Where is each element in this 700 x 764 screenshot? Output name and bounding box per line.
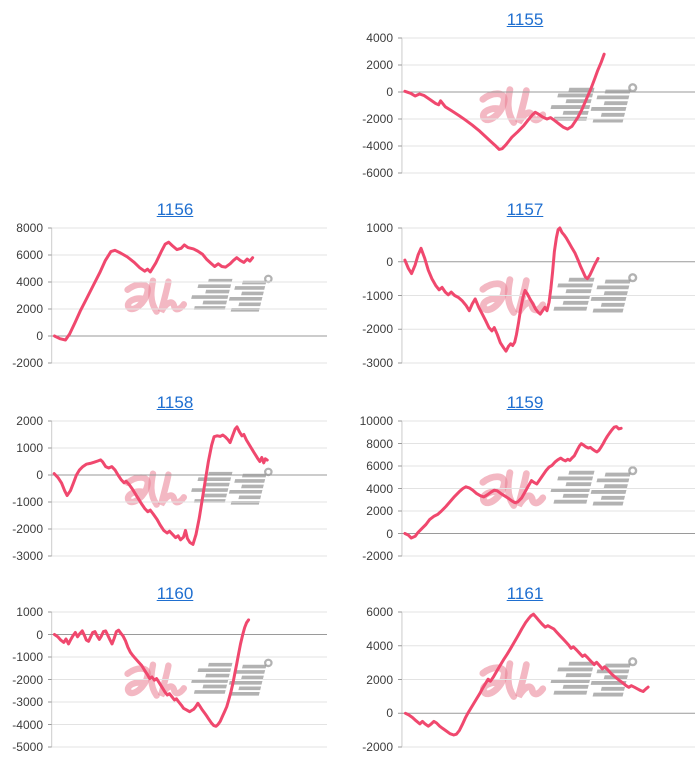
y-axis-labels: 2000 1000 0 -1000 -2000 -3000 — [0, 414, 48, 563]
plot-area — [398, 38, 695, 173]
y-tick-label: -2000 — [362, 740, 393, 754]
y-tick-label: -2000 — [12, 522, 43, 536]
y-tick-label: -3000 — [12, 695, 43, 709]
y-tick-label: -2000 — [362, 322, 393, 337]
y-tick-label: 8000 — [366, 436, 393, 451]
y-axis-labels: 10000 8000 6000 4000 2000 0 -2000 — [350, 414, 398, 563]
plot-area — [398, 612, 695, 747]
y-tick-label: -4000 — [362, 139, 393, 153]
y-tick-label: 0 — [36, 468, 43, 482]
y-tick-label: 1000 — [16, 605, 43, 619]
chart-cell-1155: 1155 4000 2000 0 -2000 -4000 -6000 — [350, 0, 700, 190]
line-chart — [398, 421, 695, 556]
y-tick-label: 0 — [386, 254, 393, 269]
y-tick-label: -2000 — [12, 356, 43, 370]
plot-row: 10000 8000 6000 4000 2000 0 -2000 — [350, 414, 700, 563]
chart-cell-1160: 1160 1000 0 -1000 -2000 -3000 -4000 -5000 — [0, 574, 350, 764]
y-tick-label: -1000 — [362, 288, 393, 303]
y-tick-label: -2000 — [12, 672, 43, 687]
plot-row: 4000 2000 0 -2000 -4000 -6000 — [350, 31, 700, 180]
y-tick-label: 1000 — [366, 221, 393, 235]
chart-title: 1157 — [350, 200, 700, 220]
line-chart — [48, 228, 327, 363]
y-axis-labels: 1000 0 -1000 -2000 -3000 — [350, 221, 398, 370]
chart-link-1156[interactable]: 1156 — [156, 200, 194, 219]
y-tick-label: -1000 — [12, 495, 43, 509]
y-tick-label: 0 — [386, 85, 393, 99]
y-tick-label: -4000 — [12, 717, 43, 732]
y-tick-label: 6000 — [366, 459, 393, 473]
y-tick-label: 0 — [386, 706, 393, 721]
chart-cell-1156: 1156 8000 6000 4000 2000 0 -2000 — [0, 190, 350, 383]
chart-link-1157[interactable]: 1157 — [506, 200, 544, 219]
chart-cell-1161: 1161 6000 4000 2000 0 -2000 — [350, 574, 700, 764]
chart-link-1158[interactable]: 1158 — [156, 393, 194, 412]
y-tick-label: 0 — [36, 627, 43, 642]
y-tick-label: 4000 — [366, 31, 393, 45]
chart-title: 1159 — [350, 393, 700, 413]
y-axis-labels: 8000 6000 4000 2000 0 -2000 — [0, 221, 48, 370]
y-tick-label: 2000 — [16, 414, 43, 428]
y-tick-label: 0 — [386, 526, 393, 541]
y-tick-label: 4000 — [16, 275, 43, 289]
y-tick-label: -2000 — [362, 112, 393, 126]
y-axis-labels: 6000 4000 2000 0 -2000 — [350, 605, 398, 754]
y-tick-label: -1000 — [12, 650, 43, 664]
chart-link-1161[interactable]: 1161 — [506, 584, 544, 603]
plot-row: 1000 0 -1000 -2000 -3000 -4000 -5000 — [0, 605, 350, 754]
y-tick-label: 2000 — [366, 504, 393, 518]
plot-area — [398, 228, 695, 363]
y-tick-label: 2000 — [16, 302, 43, 316]
y-axis-labels: 1000 0 -1000 -2000 -3000 -4000 -5000 — [0, 605, 48, 754]
plot-row: 1000 0 -1000 -2000 -3000 — [350, 221, 700, 370]
y-tick-label: 1000 — [16, 441, 43, 455]
line-chart — [48, 612, 327, 747]
y-tick-label: 2000 — [366, 672, 393, 687]
chart-link-1159[interactable]: 1159 — [506, 393, 544, 412]
y-tick-label: 2000 — [366, 58, 393, 72]
y-axis-labels: 4000 2000 0 -2000 -4000 -6000 — [350, 31, 398, 180]
chart-title: 1155 — [350, 10, 700, 30]
y-tick-label: 6000 — [366, 605, 393, 619]
line-chart — [398, 228, 695, 363]
plot-area — [48, 421, 327, 556]
y-tick-label: -6000 — [362, 166, 393, 180]
chart-title: 1161 — [350, 584, 700, 604]
chart-cell-1159: 1159 10000 8000 6000 4000 2000 0 -2000 — [350, 383, 700, 574]
y-tick-label: -2000 — [362, 549, 393, 563]
plot-area — [398, 421, 695, 556]
y-tick-label: -5000 — [12, 740, 43, 754]
y-tick-label: -3000 — [12, 549, 43, 563]
chart-cell-1157: 1157 1000 0 -1000 -2000 -3000 — [350, 190, 700, 383]
chart-link-1155[interactable]: 1155 — [506, 10, 544, 29]
chart-link-1160[interactable]: 1160 — [156, 584, 194, 603]
y-tick-label: 4000 — [366, 638, 393, 653]
line-chart — [398, 38, 695, 173]
plot-area — [48, 228, 327, 363]
chart-cell-1158: 1158 2000 1000 0 -1000 -2000 -3000 — [0, 383, 350, 574]
y-tick-label: -3000 — [362, 356, 393, 370]
y-tick-label: 0 — [36, 329, 43, 343]
y-tick-label: 8000 — [16, 221, 43, 235]
plot-row: 2000 1000 0 -1000 -2000 -3000 — [0, 414, 350, 563]
plot-row: 8000 6000 4000 2000 0 -2000 — [0, 221, 350, 370]
empty-cell — [0, 0, 350, 190]
plot-area — [48, 612, 327, 747]
watermark-minrepo-logo — [478, 650, 644, 712]
y-tick-label: 10000 — [359, 414, 393, 428]
y-tick-label: 6000 — [16, 248, 43, 262]
line-chart — [48, 421, 327, 556]
chart-title: 1156 — [0, 200, 350, 220]
chart-title: 1158 — [0, 393, 350, 413]
y-tick-label: 4000 — [366, 481, 393, 496]
chart-title: 1160 — [0, 584, 350, 604]
line-chart — [398, 612, 695, 747]
plot-row: 6000 4000 2000 0 -2000 — [350, 605, 700, 754]
